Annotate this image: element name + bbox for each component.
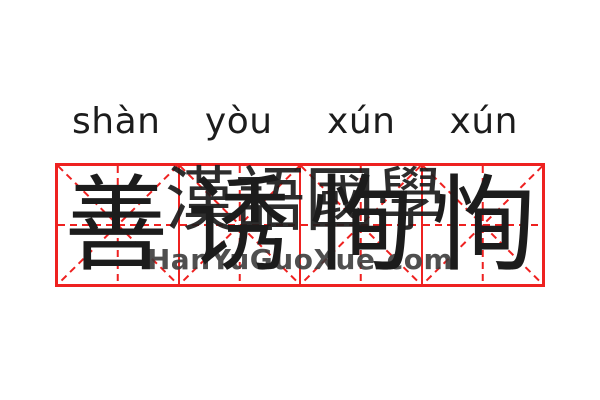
grid-guide-lines [180, 166, 300, 284]
grid-cell [423, 166, 543, 284]
practice-grid [55, 163, 545, 287]
pinyin-syllable: xún [327, 100, 396, 142]
grid-guide-lines [301, 166, 421, 284]
pinyin-syllable: xún [449, 100, 518, 142]
grid-cell [58, 166, 180, 284]
grid-cell [180, 166, 301, 284]
pinyin-row: shàn yòu xún xún [55, 98, 545, 144]
pinyin-syllable: yòu [204, 100, 273, 142]
grid-cell [301, 166, 423, 284]
watermark-site-url: HanYuGuoXue.com [146, 243, 454, 276]
grid-guide-lines [58, 166, 178, 284]
watermark-chinese: 漢語國學 [165, 159, 445, 241]
grid-guide-lines [423, 166, 543, 284]
pinyin-syllable: shàn [72, 100, 161, 142]
